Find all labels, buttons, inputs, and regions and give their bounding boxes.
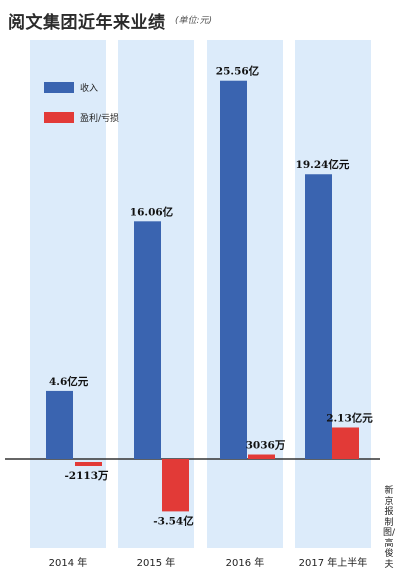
chart-title: 阅文集团近年来业绩 (8, 13, 166, 33)
credit-line: 新京报制图/高俊夫 (382, 486, 396, 570)
profit-data-label: 3036万 (246, 440, 286, 452)
revenue-bar (134, 221, 161, 459)
profit-bar (332, 427, 359, 459)
revenue-bar (305, 174, 332, 460)
x-tick-label: 2017 年上半年 (299, 556, 368, 569)
profit-bar (162, 459, 189, 512)
x-tick-label: 2016 年 (226, 556, 265, 569)
revenue-data-label: 25.56亿 (216, 65, 260, 78)
x-tick-label: 2015 年 (137, 556, 176, 569)
legend-entry: 盈利/亏损 (80, 112, 119, 124)
legend-swatch (44, 112, 74, 123)
chart-unit: (单位:元) (175, 16, 213, 26)
profit-data-label: 2.13亿元 (326, 411, 373, 424)
revenue-data-label: 16.06亿 (130, 205, 174, 218)
revenue-data-label: 19.24亿元 (296, 158, 350, 171)
revenue-bar (46, 390, 73, 459)
profit-data-label: -2113万 (64, 470, 109, 482)
revenue-bar (220, 80, 247, 459)
profit-bar (248, 454, 275, 459)
profit-bar (75, 462, 102, 466)
profit-data-label: -3.54亿 (153, 514, 194, 527)
legend-entry: 收入 (80, 82, 98, 94)
revenue-data-label: 4.6亿元 (49, 375, 89, 388)
legend-swatch (44, 82, 74, 93)
x-tick-label: 2014 年 (49, 556, 88, 569)
